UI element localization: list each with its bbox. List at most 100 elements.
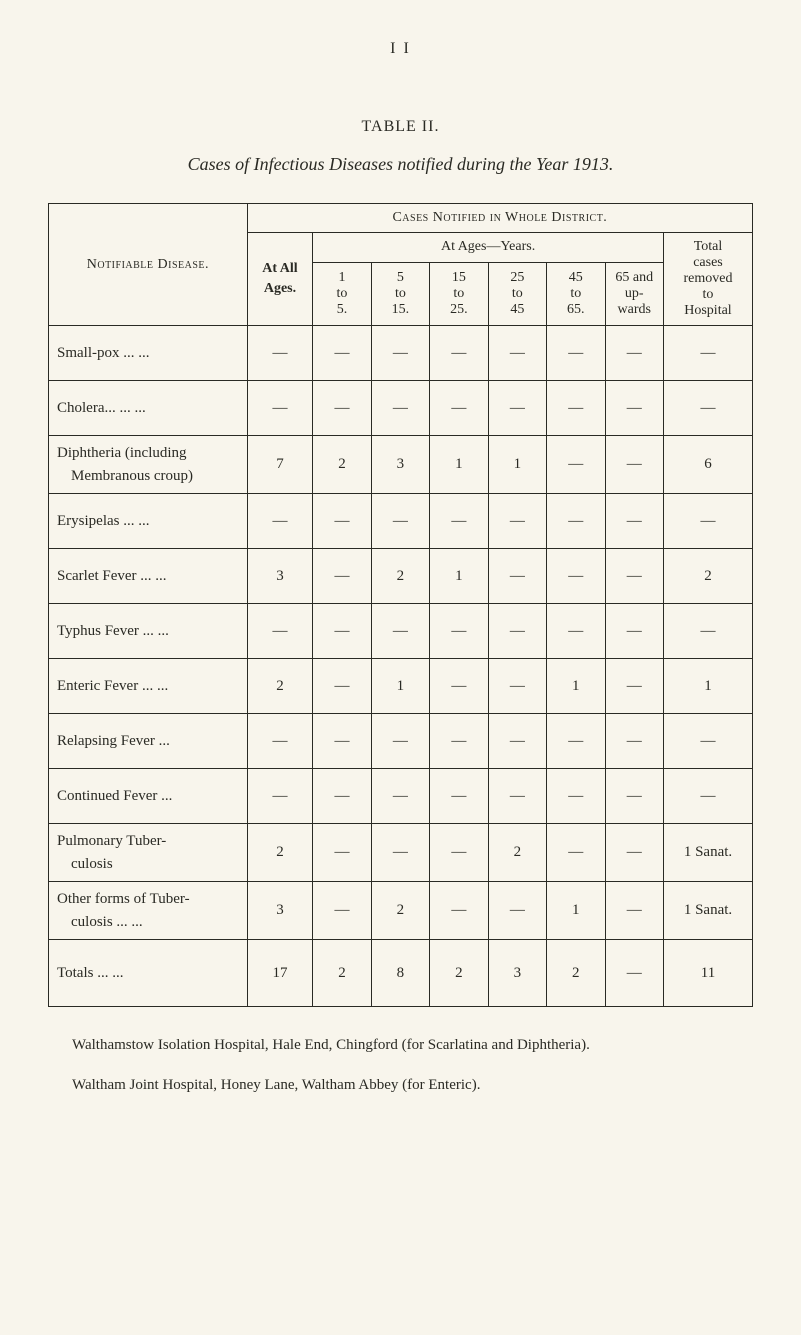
disease-cell: Scarlet Fever ... ... (49, 549, 248, 604)
value-cell: — (663, 604, 752, 659)
disease-cell: Continued Fever ... (49, 769, 248, 824)
age-l3: 65. (567, 302, 585, 317)
value-cell: — (488, 882, 546, 940)
table-title: Cases of Infectious Diseases notified du… (48, 154, 753, 175)
value-cell: — (430, 824, 488, 882)
page-number: I I (48, 40, 753, 58)
table-header: Notifiable Disease. Cases Notified in Wh… (49, 204, 753, 326)
value-cell: — (430, 714, 488, 769)
age-l3: wards (618, 302, 651, 317)
table-row: Scarlet Fever ... ...3—21———2 (49, 549, 753, 604)
removed-l1: Total (694, 239, 723, 254)
col-header-age-2: 15to25. (430, 262, 488, 325)
table-row: Other forms of Tuber-culosis ... ...3—2—… (49, 882, 753, 940)
value-cell: — (547, 436, 605, 494)
value-cell: 1 (663, 659, 752, 714)
age-l3: 45 (510, 302, 524, 317)
value-cell: — (371, 381, 429, 436)
col-header-age-5: 65 andup-wards (605, 262, 663, 325)
value-cell: — (313, 494, 371, 549)
value-cell: 3 (247, 882, 312, 940)
value-cell: — (547, 326, 605, 381)
totals-label: Totals ... ... (49, 940, 248, 1007)
value-cell: — (605, 659, 663, 714)
value-cell: — (663, 494, 752, 549)
value-cell: — (247, 326, 312, 381)
disease-cell: Relapsing Fever ... (49, 714, 248, 769)
totals-a0: 2 (313, 940, 371, 1007)
col-header-age-3: 25to45 (488, 262, 546, 325)
value-cell: 3 (371, 436, 429, 494)
removed-l2: cases (693, 255, 723, 270)
value-cell: 1 Sanat. (663, 882, 752, 940)
col-header-removed: Total cases removed to Hospital (663, 233, 752, 326)
table-label: TABLE II. (48, 118, 753, 136)
footnotes: Walthamstow Isolation Hospital, Hale End… (48, 1033, 753, 1098)
value-cell: — (313, 549, 371, 604)
value-cell: — (313, 882, 371, 940)
removed-l3: removed (683, 271, 732, 286)
totals-row: Totals ... ... 17 2 8 2 3 2 — 11 (49, 940, 753, 1007)
value-cell: — (430, 882, 488, 940)
value-cell: 2 (371, 549, 429, 604)
value-cell: — (605, 882, 663, 940)
value-cell: — (547, 714, 605, 769)
value-cell: — (313, 604, 371, 659)
disease-cell: Small-pox ... ... (49, 326, 248, 381)
totals-a1: 8 (371, 940, 429, 1007)
disease-cell: Cholera... ... ... (49, 381, 248, 436)
title-year: 1913 (573, 154, 609, 174)
value-cell: — (605, 824, 663, 882)
value-cell: — (488, 326, 546, 381)
value-cell: — (430, 381, 488, 436)
disease-cell: Typhus Fever ... ... (49, 604, 248, 659)
value-cell: 1 (430, 436, 488, 494)
value-cell: — (313, 381, 371, 436)
value-cell: — (371, 714, 429, 769)
value-cell: — (313, 824, 371, 882)
table-totals-body: Totals ... ... 17 2 8 2 3 2 — 11 (49, 940, 753, 1007)
value-cell: — (313, 659, 371, 714)
age-l3: 15. (392, 302, 410, 317)
value-cell: — (247, 769, 312, 824)
disease-cell: Enteric Fever ... ... (49, 659, 248, 714)
footnote-1: Walthamstow Isolation Hospital, Hale End… (54, 1033, 747, 1059)
disease-cell: Pulmonary Tuber-culosis (49, 824, 248, 882)
value-cell: — (663, 769, 752, 824)
totals-all: 17 (247, 940, 312, 1007)
value-cell: — (605, 494, 663, 549)
age-l1: 65 and (615, 270, 653, 285)
value-cell: — (247, 494, 312, 549)
age-l2: to (570, 286, 581, 301)
value-cell: — (547, 769, 605, 824)
value-cell: — (547, 604, 605, 659)
at-all-line2: Ages. (264, 281, 296, 296)
totals-a2: 2 (430, 940, 488, 1007)
value-cell: — (547, 381, 605, 436)
value-cell: — (430, 769, 488, 824)
table-row: Continued Fever ...———————— (49, 769, 753, 824)
value-cell: — (488, 659, 546, 714)
col-header-at-ages: At Ages—Years. (313, 233, 664, 263)
age-l2: to (337, 286, 348, 301)
col-header-at-all: At All Ages. (247, 233, 312, 326)
table-body: Small-pox ... ...————————Cholera... ... … (49, 326, 753, 940)
value-cell: 1 (371, 659, 429, 714)
table-row: Pulmonary Tuber-culosis2———2——1 Sanat. (49, 824, 753, 882)
value-cell: — (313, 714, 371, 769)
removed-l4: to (703, 287, 714, 302)
value-cell: 1 Sanat. (663, 824, 752, 882)
value-cell: — (547, 824, 605, 882)
value-cell: — (371, 604, 429, 659)
age-l2: to (453, 286, 464, 301)
value-cell: — (371, 326, 429, 381)
value-cell: — (488, 381, 546, 436)
age-l3: 25. (450, 302, 468, 317)
value-cell: 2 (371, 882, 429, 940)
value-cell: — (605, 549, 663, 604)
totals-a5: — (605, 940, 663, 1007)
value-cell: — (488, 769, 546, 824)
value-cell: — (371, 494, 429, 549)
table-row: Erysipelas ... ...———————— (49, 494, 753, 549)
age-l1: 15 (452, 270, 466, 285)
